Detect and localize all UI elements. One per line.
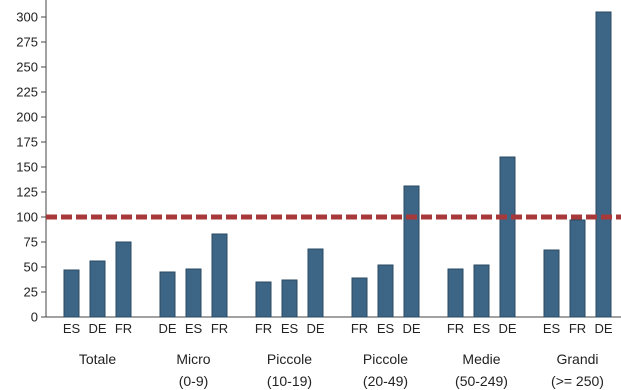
axes: 0 25 50 75 100 125 150 175 200 225 250 275 300 (16, 0, 621, 325)
category-sublabel: (>= 250) (551, 373, 604, 389)
y-tick-label: 0 (31, 310, 38, 325)
y-tick-label: 300 (16, 10, 38, 25)
bar-label: ES (185, 321, 203, 336)
bar-label: DE (306, 321, 324, 336)
bar-piccole-es (281, 279, 298, 318)
category-label: Piccole (267, 351, 312, 367)
bars (63, 11, 612, 318)
category-label: Micro (176, 351, 210, 367)
bar-label: FR (211, 321, 228, 336)
y-tick-label: 25 (24, 285, 38, 300)
bar-label: FR (351, 321, 368, 336)
bar-micro-es (185, 268, 202, 318)
bar-piccole-es (377, 264, 394, 318)
y-tick-label: 250 (16, 60, 38, 75)
bar-totale-de (89, 260, 106, 318)
category-label: Grandi (556, 351, 598, 367)
bar-piccole-fr (255, 281, 272, 318)
bar-label: ES (63, 321, 81, 336)
bar-label: FR (447, 321, 464, 336)
y-tick-label: 175 (16, 135, 38, 150)
y-tick-label: 125 (16, 185, 38, 200)
bar-label: DE (158, 321, 176, 336)
bar-medie-fr (447, 268, 464, 318)
bar-label: FR (255, 321, 272, 336)
bar-label: DE (594, 321, 612, 336)
category-sublabel: (10-19) (267, 373, 312, 389)
bar-label: ES (281, 321, 299, 336)
y-tick-label: 200 (16, 110, 38, 125)
category-label: Totale (79, 351, 117, 367)
category-sublabel: (50-249) (455, 373, 508, 389)
y-tick-label: 100 (16, 210, 38, 225)
bar-label: ES (473, 321, 491, 336)
bar-label: FR (569, 321, 586, 336)
category-sublabel: (20-49) (363, 373, 408, 389)
y-tick-label: 150 (16, 160, 38, 175)
bar-label: ES (543, 321, 561, 336)
bar-medie-de (499, 156, 516, 318)
y-tick-label: 50 (24, 260, 38, 275)
category-label: Medie (462, 351, 500, 367)
category-sublabel: (0-9) (179, 373, 209, 389)
bar-totale-fr (115, 241, 132, 318)
bar-piccole-fr (351, 277, 368, 318)
bar-label: ES (377, 321, 395, 336)
bar-piccole-de (307, 248, 324, 318)
bar-grandi-es (543, 249, 560, 318)
y-tick-label: 75 (24, 235, 38, 250)
bar-label: DE (402, 321, 420, 336)
bar-grandi-de (595, 11, 612, 318)
bar-grandi-fr (569, 219, 586, 318)
y-tick-label: 225 (16, 85, 38, 100)
bar-medie-es (473, 264, 490, 318)
bar-label: FR (115, 321, 132, 336)
bar-totale-es (63, 269, 80, 318)
bar-micro-de (159, 271, 176, 318)
bar-micro-fr (211, 233, 228, 318)
category-label: Piccole (363, 351, 408, 367)
bar-label: DE (498, 321, 516, 336)
bar-piccole-de (403, 185, 420, 318)
bar-label: DE (88, 321, 106, 336)
y-tick-label: 275 (16, 35, 38, 50)
